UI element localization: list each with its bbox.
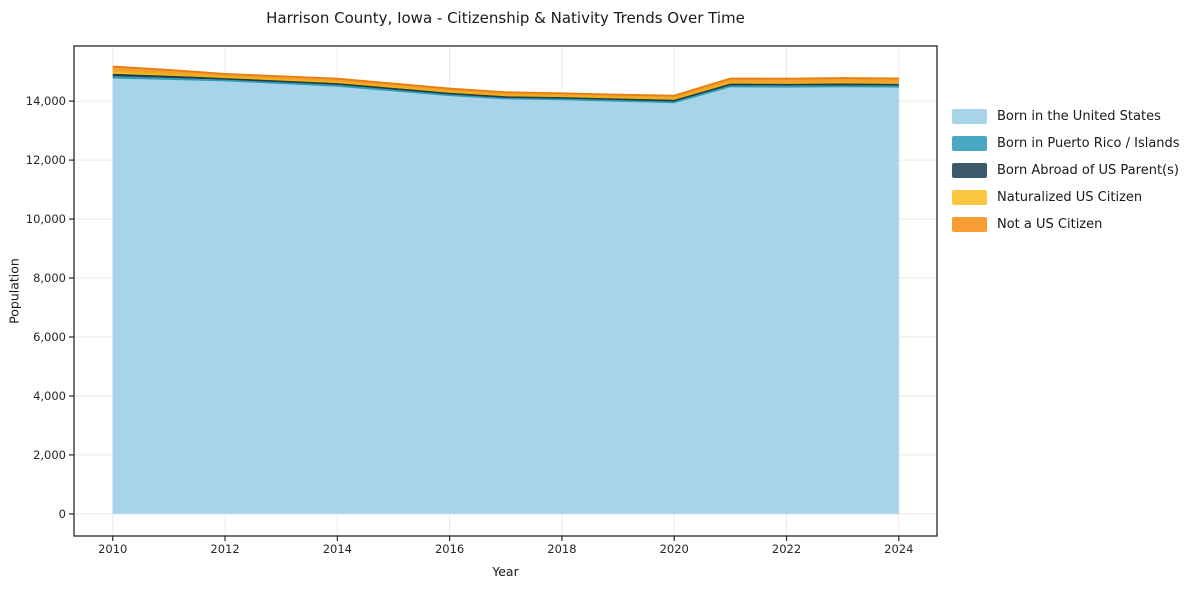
y-tick-label: 0 xyxy=(59,507,66,521)
legend-label: Not a US Citizen xyxy=(997,217,1103,232)
y-axis: 0 2,000 4,000 6,000 8,000 10,000 12,000 14,000 xyxy=(26,94,74,521)
plot-frame xyxy=(73,45,938,537)
chart-title: Harrison County, Iowa - Citizenship & Na… xyxy=(266,9,745,27)
legend-item: Born in the United States xyxy=(952,103,1180,130)
x-tick-label: 2022 xyxy=(772,542,801,556)
x-tick-label: 2010 xyxy=(98,542,127,556)
y-axis-title: Population xyxy=(6,258,22,324)
y-tick-label: 12,000 xyxy=(26,153,66,167)
y-tick-label: 10,000 xyxy=(26,212,66,226)
legend-swatch xyxy=(952,190,987,205)
area-series-born-in-the-united-states xyxy=(112,77,899,514)
legend: Born in the United States Born in Puerto … xyxy=(952,103,1180,238)
x-tick-label: 2016 xyxy=(435,542,464,556)
legend-item: Born Abroad of US Parent(s) xyxy=(952,157,1180,184)
y-tick-label: 4,000 xyxy=(33,389,66,403)
x-tick-label: 2024 xyxy=(884,542,913,556)
y-tick-label: 2,000 xyxy=(33,448,66,462)
edge-line-born-abroad-of-us-parent-s- xyxy=(112,73,899,102)
y-tick-label: 6,000 xyxy=(33,330,66,344)
legend-label: Born in Puerto Rico / Islands xyxy=(997,136,1180,151)
edge-line-born-in-puerto-rico-islands xyxy=(112,76,899,104)
legend-swatch xyxy=(952,217,987,232)
legend-label: Naturalized US Citizen xyxy=(997,190,1143,205)
x-tick-label: 2020 xyxy=(660,542,689,556)
legend-item: Born in Puerto Rico / Islands xyxy=(952,130,1180,157)
x-tick-label: 2018 xyxy=(547,542,576,556)
y-tick-label: 14,000 xyxy=(26,94,66,108)
x-axis: 2010 2012 2014 2016 2018 2020 2022 2024 xyxy=(98,536,913,556)
x-tick-label: 2014 xyxy=(323,542,352,556)
legend-label: Born in the United States xyxy=(997,109,1161,124)
legend-item: Naturalized US Citizen xyxy=(952,184,1180,211)
edge-line-not-a-us-citizen xyxy=(112,65,899,97)
x-tick-label: 2012 xyxy=(210,542,239,556)
area-fills xyxy=(112,66,899,514)
edge-line-naturalized-us-citizen xyxy=(112,70,899,100)
legend-swatch xyxy=(952,163,987,178)
y-tick-label: 8,000 xyxy=(33,271,66,285)
x-axis-title: Year xyxy=(492,564,519,579)
legend-swatch xyxy=(952,136,987,151)
area-edge-lines xyxy=(112,65,899,104)
legend-swatch xyxy=(952,109,987,124)
legend-item: Not a US Citizen xyxy=(952,211,1180,238)
legend-label: Born Abroad of US Parent(s) xyxy=(997,163,1179,178)
